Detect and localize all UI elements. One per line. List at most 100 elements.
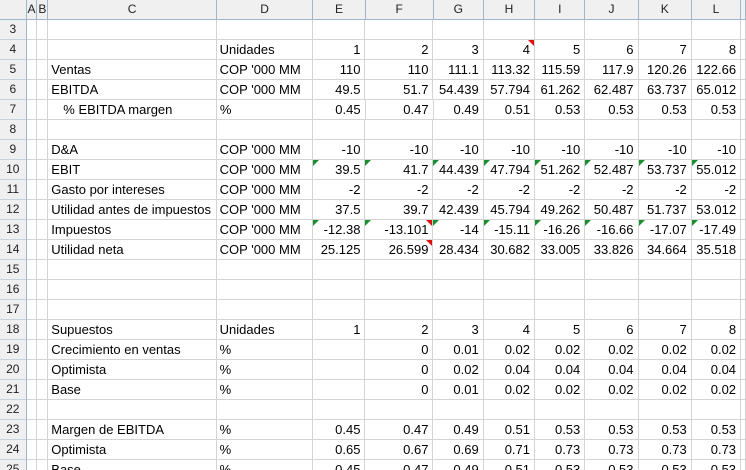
cell-f22[interactable] bbox=[365, 400, 434, 420]
cell-b14[interactable] bbox=[37, 240, 49, 260]
cell-k19[interactable]: 0.02 bbox=[638, 340, 692, 360]
cell-d23[interactable]: % bbox=[216, 420, 314, 440]
cell-i18[interactable]: 5 bbox=[535, 320, 586, 340]
cell-k13[interactable]: -17.07 bbox=[638, 220, 692, 240]
cell-b7[interactable] bbox=[37, 100, 49, 120]
cell-b22[interactable] bbox=[37, 400, 49, 420]
cell-a15[interactable] bbox=[26, 260, 38, 280]
cell-d9[interactable]: COP '000 MM bbox=[216, 140, 314, 160]
cell-e5[interactable]: 110 bbox=[313, 60, 366, 80]
row-header-7[interactable]: 7 bbox=[0, 100, 27, 120]
cell-f3[interactable] bbox=[365, 20, 434, 40]
cell-l15[interactable] bbox=[691, 260, 742, 280]
cell-a8[interactable] bbox=[26, 120, 38, 140]
cell-a5[interactable] bbox=[26, 60, 38, 80]
cell-d4[interactable]: Unidades bbox=[216, 40, 314, 60]
cell-c14[interactable]: Utilidad neta bbox=[48, 240, 217, 260]
cell-m8[interactable] bbox=[741, 120, 746, 140]
cell-c15[interactable] bbox=[48, 260, 217, 280]
cell-a9[interactable] bbox=[26, 140, 38, 160]
cell-b3[interactable] bbox=[37, 20, 49, 40]
column-header-j[interactable]: J bbox=[585, 0, 639, 20]
row-header-3[interactable]: 3 bbox=[0, 20, 27, 40]
cell-j16[interactable] bbox=[585, 280, 639, 300]
cell-k4[interactable]: 7 bbox=[638, 40, 692, 60]
cell-a7[interactable] bbox=[26, 100, 38, 120]
cell-e19[interactable] bbox=[313, 340, 366, 360]
cell-j21[interactable]: 0.02 bbox=[585, 380, 639, 400]
row-header-5[interactable]: 5 bbox=[0, 60, 27, 80]
cell-f11[interactable]: -2 bbox=[365, 180, 434, 200]
cell-g10[interactable]: 44.439 bbox=[433, 160, 484, 180]
cell-h25[interactable]: 0.51 bbox=[484, 460, 535, 470]
cell-h3[interactable] bbox=[483, 20, 535, 40]
cell-m5[interactable] bbox=[741, 60, 746, 80]
cell-f14[interactable]: 26.599 bbox=[365, 240, 434, 260]
row-header-25[interactable]: 25 bbox=[0, 460, 27, 470]
row-header-13[interactable]: 13 bbox=[0, 220, 27, 240]
cell-l10[interactable]: 55.012 bbox=[691, 160, 742, 180]
cell-e13[interactable]: -12.38 bbox=[313, 220, 366, 240]
row-header-20[interactable]: 20 bbox=[0, 360, 27, 380]
column-header-f[interactable]: F bbox=[365, 0, 434, 20]
cell-b6[interactable] bbox=[37, 80, 49, 100]
column-header-b[interactable]: B bbox=[37, 0, 49, 20]
cell-g11[interactable]: -2 bbox=[433, 180, 484, 200]
cell-k16[interactable] bbox=[638, 280, 692, 300]
cell-j19[interactable]: 0.02 bbox=[585, 340, 639, 360]
cell-i3[interactable] bbox=[535, 20, 586, 40]
cell-k14[interactable]: 34.664 bbox=[638, 240, 692, 260]
cell-e22[interactable] bbox=[313, 400, 366, 420]
cell-e11[interactable]: -2 bbox=[313, 180, 366, 200]
cell-g21[interactable]: 0.01 bbox=[433, 380, 484, 400]
cell-l8[interactable] bbox=[691, 120, 742, 140]
cell-i24[interactable]: 0.73 bbox=[535, 440, 586, 460]
cell-m22[interactable] bbox=[741, 400, 746, 420]
cell-m4[interactable] bbox=[741, 40, 746, 60]
select-all-corner[interactable] bbox=[0, 0, 27, 20]
cell-d8[interactable] bbox=[216, 120, 314, 140]
cell-c8[interactable] bbox=[48, 120, 217, 140]
cell-c24[interactable]: Optimista bbox=[48, 440, 217, 460]
cell-c10[interactable]: EBIT bbox=[48, 160, 217, 180]
row-header-12[interactable]: 12 bbox=[0, 200, 27, 220]
cell-k7[interactable]: 0.53 bbox=[638, 100, 692, 120]
row-header-4[interactable]: 4 bbox=[0, 40, 27, 60]
cell-l3[interactable] bbox=[691, 20, 742, 40]
cell-k9[interactable]: -10 bbox=[638, 140, 692, 160]
cell-d5[interactable]: COP '000 MM bbox=[216, 60, 314, 80]
cell-g24[interactable]: 0.69 bbox=[433, 440, 484, 460]
cell-k8[interactable] bbox=[638, 120, 692, 140]
cell-e17[interactable] bbox=[313, 300, 366, 320]
cell-m13[interactable] bbox=[741, 220, 746, 240]
cell-m15[interactable] bbox=[741, 260, 746, 280]
cell-c11[interactable]: Gasto por intereses bbox=[48, 180, 217, 200]
row-header-24[interactable]: 24 bbox=[0, 440, 27, 460]
cell-d13[interactable]: COP '000 MM bbox=[216, 220, 314, 240]
cell-k25[interactable]: 0.53 bbox=[639, 460, 692, 470]
cell-k20[interactable]: 0.04 bbox=[638, 360, 692, 380]
cell-d3[interactable] bbox=[216, 20, 314, 40]
cell-i16[interactable] bbox=[535, 280, 586, 300]
cell-j6[interactable]: 62.487 bbox=[585, 80, 639, 100]
cell-h23[interactable]: 0.51 bbox=[483, 420, 535, 440]
column-header-i[interactable]: I bbox=[535, 0, 586, 20]
cell-j4[interactable]: 6 bbox=[585, 40, 639, 60]
cell-h6[interactable]: 57.794 bbox=[483, 80, 535, 100]
cell-a6[interactable] bbox=[26, 80, 38, 100]
cell-f5[interactable]: 110 bbox=[365, 60, 434, 80]
cell-i21[interactable]: 0.02 bbox=[535, 380, 586, 400]
cell-l6[interactable]: 65.012 bbox=[691, 80, 742, 100]
cell-e23[interactable]: 0.45 bbox=[313, 420, 366, 440]
cell-c7[interactable]: % EBITDA margen bbox=[48, 100, 217, 120]
cell-h4[interactable]: 4 bbox=[483, 40, 535, 60]
cell-b16[interactable] bbox=[37, 280, 49, 300]
row-header-21[interactable]: 21 bbox=[0, 380, 27, 400]
cell-j23[interactable]: 0.53 bbox=[585, 420, 639, 440]
cell-i4[interactable]: 5 bbox=[535, 40, 586, 60]
cell-k10[interactable]: 53.737 bbox=[638, 160, 692, 180]
cell-h15[interactable] bbox=[483, 260, 535, 280]
cell-d14[interactable]: COP '000 MM bbox=[216, 240, 314, 260]
cell-c5[interactable]: Ventas bbox=[48, 60, 217, 80]
cell-e24[interactable]: 0.65 bbox=[313, 440, 366, 460]
